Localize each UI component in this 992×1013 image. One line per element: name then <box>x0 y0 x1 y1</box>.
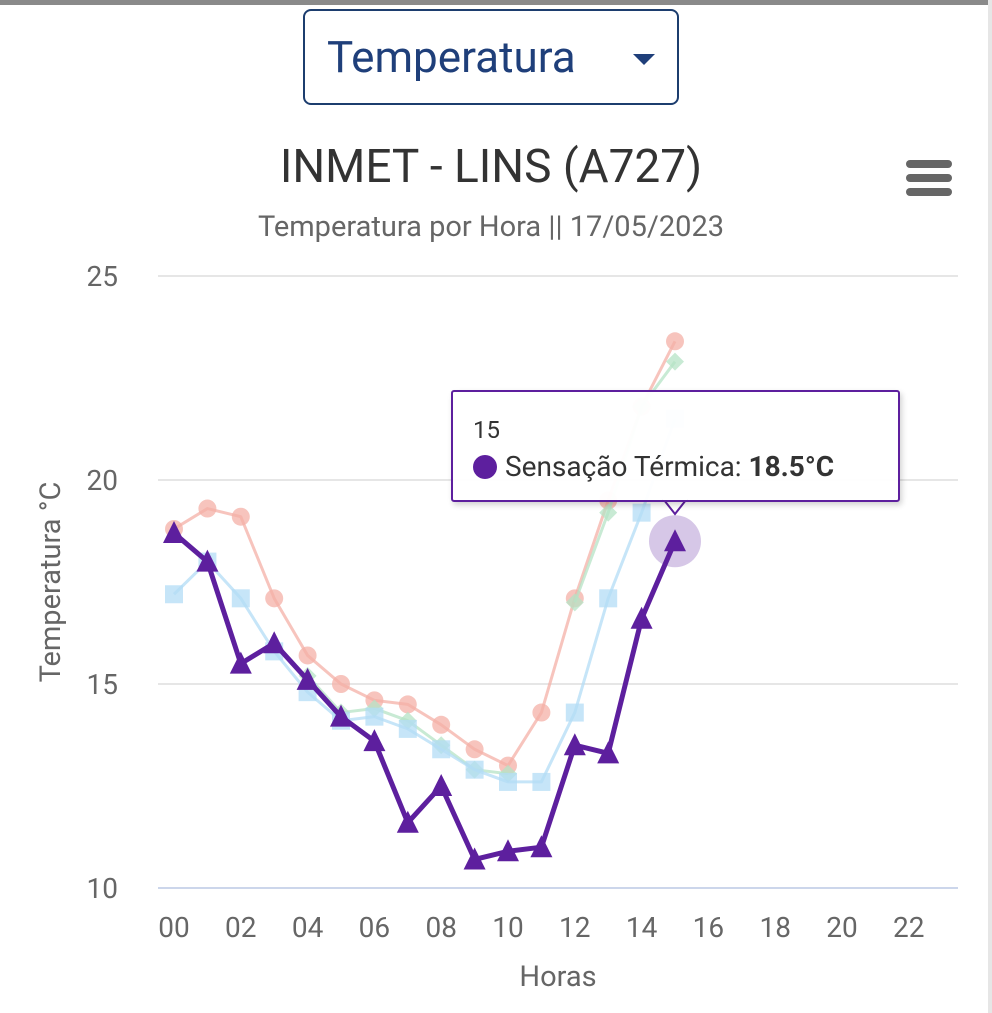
x-tick-label: 20 <box>826 911 857 944</box>
data-point <box>398 695 417 714</box>
data-point <box>532 703 551 722</box>
data-point <box>465 760 484 779</box>
data-point <box>666 332 684 351</box>
x-tick-label: 04 <box>292 911 324 944</box>
data-point <box>497 839 519 862</box>
variable-select[interactable]: Temperatura <box>303 9 679 105</box>
data-point <box>599 589 618 608</box>
data-point <box>365 707 384 726</box>
data-point <box>432 740 451 759</box>
x-tick-label: 14 <box>626 911 658 944</box>
x-tick-label: 02 <box>225 911 256 944</box>
data-point <box>198 499 217 518</box>
data-point <box>332 675 350 693</box>
tooltip-series-label: Sensação Térmica: <box>505 450 742 483</box>
series-color-dot <box>473 455 497 479</box>
data-point <box>499 772 517 791</box>
tooltip-pointer <box>661 499 689 516</box>
x-tick-label: 16 <box>693 911 724 944</box>
data-point <box>532 772 551 791</box>
data-point <box>432 715 451 734</box>
data-point <box>398 719 417 738</box>
x-tick-label: 18 <box>759 911 790 944</box>
y-tick-label: 20 <box>87 464 118 497</box>
data-point <box>296 667 319 690</box>
data-point <box>263 631 286 654</box>
y-tick-label: 25 <box>87 260 118 293</box>
tooltip-value: 18.5°C <box>748 450 835 483</box>
data-point <box>664 529 686 552</box>
data-point <box>430 774 453 796</box>
data-point <box>196 549 219 572</box>
series-line <box>173 340 677 768</box>
hamburger-menu-icon[interactable] <box>906 160 954 198</box>
right-border <box>988 0 992 1013</box>
data-point <box>666 352 684 371</box>
x-axis-label: Horas <box>519 960 596 994</box>
data-point <box>229 651 252 674</box>
data-point <box>298 646 317 665</box>
x-tick-label: 10 <box>492 911 523 944</box>
y-tick-label: 10 <box>87 872 118 905</box>
data-point <box>565 593 584 612</box>
data-point <box>363 729 386 752</box>
data-point <box>463 847 486 870</box>
x-tick-label: 08 <box>425 911 456 944</box>
data-point <box>231 589 250 608</box>
tooltip-row: Sensação Térmica: 18.5°C <box>473 450 834 483</box>
series-line <box>172 531 678 862</box>
caret-down-icon <box>633 54 655 65</box>
chart-tooltip: 15 Sensação Térmica: 18.5°C <box>451 390 900 502</box>
data-point <box>630 606 653 629</box>
data-point <box>163 521 185 544</box>
data-point <box>231 507 250 526</box>
x-tick-label: 22 <box>893 911 924 944</box>
tooltip-hour: 15 <box>473 416 500 444</box>
data-point <box>465 740 484 759</box>
data-point <box>330 704 352 727</box>
data-point <box>563 733 586 756</box>
variable-select-value: Temperatura <box>327 31 576 83</box>
data-point <box>265 589 284 608</box>
series-line <box>172 418 677 784</box>
data-point <box>565 703 584 722</box>
data-point <box>165 585 183 604</box>
y-axis-label: Temperatura °C <box>34 482 68 683</box>
chart-subtitle: Temperatura por Hora || 17/05/2023 <box>257 210 725 244</box>
data-point <box>530 835 553 858</box>
data-point <box>396 810 419 833</box>
chart-title: INMET - LINS (A727) <box>279 140 703 194</box>
x-tick-label: 00 <box>158 911 189 944</box>
x-tick-label: 06 <box>359 911 390 944</box>
data-point <box>597 741 620 764</box>
data-point <box>632 503 651 522</box>
data-point <box>599 503 618 522</box>
top-border <box>0 0 992 5</box>
x-tick-label: 12 <box>559 911 590 944</box>
y-tick-label: 15 <box>87 668 118 701</box>
